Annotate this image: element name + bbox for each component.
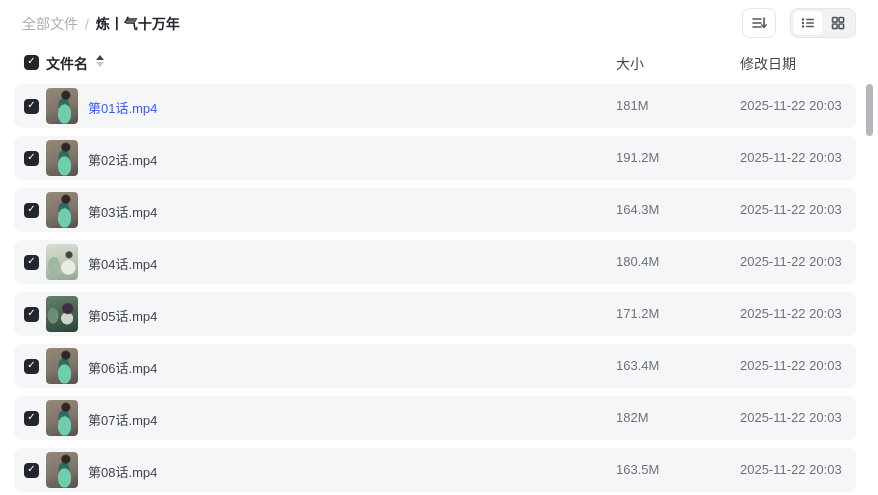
- file-modified-date: 2025-11-22 20:03: [740, 254, 842, 269]
- video-thumbnail: [46, 140, 78, 176]
- video-thumbnail: [46, 452, 78, 488]
- video-thumbnail: [46, 296, 78, 332]
- view-toolbar: [742, 8, 856, 38]
- file-size: 171.2M: [616, 306, 660, 321]
- file-modified-date: 2025-11-22 20:03: [740, 306, 842, 321]
- file-modified-date: 2025-11-22 20:03: [740, 410, 842, 425]
- scrollbar-thumb[interactable]: [866, 84, 873, 136]
- row-checkbox[interactable]: [24, 462, 39, 478]
- grid-view-button[interactable]: [823, 11, 853, 35]
- filename-sort-toggle[interactable]: [96, 55, 104, 67]
- file-row[interactable]: 第07话.mp4 182M 2025-11-22 20:03: [14, 396, 856, 440]
- sort-descending-caret-icon: [96, 62, 104, 67]
- file-size: 180.4M: [616, 254, 660, 269]
- sort-ascending-icon: [96, 55, 104, 60]
- column-header-modified: 修改日期: [740, 56, 796, 72]
- file-row[interactable]: 第05话.mp4 171.2M 2025-11-22 20:03: [14, 292, 856, 336]
- file-modified-date: 2025-11-22 20:03: [740, 202, 842, 217]
- select-all-checkbox[interactable]: [24, 54, 39, 70]
- file-name-link[interactable]: 第07话.mp4: [88, 413, 158, 428]
- file-row[interactable]: 第01话.mp4 181M 2025-11-22 20:03: [14, 84, 856, 128]
- file-row[interactable]: 第06话.mp4 163.4M 2025-11-22 20:03: [14, 344, 856, 388]
- video-thumbnail: [46, 88, 78, 124]
- file-size: 191.2M: [616, 150, 660, 165]
- sort-button[interactable]: [742, 8, 776, 38]
- file-size: 163.5M: [616, 462, 660, 477]
- file-modified-date: 2025-11-22 20:03: [740, 462, 842, 477]
- breadcrumb-separator: /: [85, 16, 89, 32]
- row-checkbox[interactable]: [24, 254, 39, 270]
- file-size: 182M: [616, 410, 649, 425]
- file-modified-date: 2025-11-22 20:03: [740, 150, 842, 165]
- file-row[interactable]: 第03话.mp4 164.3M 2025-11-22 20:03: [14, 188, 856, 232]
- file-row[interactable]: 第04话.mp4 180.4M 2025-11-22 20:03: [14, 240, 856, 284]
- file-modified-date: 2025-11-22 20:03: [740, 358, 842, 373]
- file-size: 163.4M: [616, 358, 660, 373]
- grid-view-icon: [831, 16, 845, 30]
- file-name-link[interactable]: 第01话.mp4: [88, 101, 158, 116]
- file-name-link[interactable]: 第04话.mp4: [88, 257, 158, 272]
- row-checkbox[interactable]: [24, 410, 39, 426]
- file-row[interactable]: 第02话.mp4 191.2M 2025-11-22 20:03: [14, 136, 856, 180]
- view-switcher: [790, 8, 856, 38]
- list-header: 文件名 大小 修改日期: [14, 50, 856, 78]
- breadcrumb-root-link[interactable]: 全部文件: [22, 16, 78, 32]
- top-bar: 全部文件 / 炼丨气十万年: [0, 0, 878, 48]
- row-checkbox[interactable]: [24, 150, 39, 166]
- column-header-size: 大小: [616, 56, 644, 72]
- video-thumbnail: [46, 192, 78, 228]
- video-thumbnail: [46, 244, 78, 280]
- file-size: 181M: [616, 98, 649, 113]
- list-view-icon: [801, 18, 814, 28]
- column-header-filename[interactable]: 文件名: [46, 56, 88, 72]
- file-size: 164.3M: [616, 202, 660, 217]
- file-list: 第01话.mp4 181M 2025-11-22 20:03 第02话.mp4 …: [14, 84, 856, 495]
- file-modified-date: 2025-11-22 20:03: [740, 98, 842, 113]
- breadcrumb: 全部文件 / 炼丨气十万年: [22, 14, 180, 34]
- file-name-link[interactable]: 第03话.mp4: [88, 205, 158, 220]
- list-view-button[interactable]: [793, 11, 823, 35]
- file-row[interactable]: 第08话.mp4 163.5M 2025-11-22 20:03: [14, 448, 856, 492]
- breadcrumb-current-folder: 炼丨气十万年: [95, 16, 180, 32]
- video-thumbnail: [46, 400, 78, 436]
- row-checkbox[interactable]: [24, 306, 39, 322]
- row-checkbox[interactable]: [24, 358, 39, 374]
- sort-descending-icon: [752, 17, 767, 29]
- file-name-link[interactable]: 第06话.mp4: [88, 361, 158, 376]
- video-thumbnail: [46, 348, 78, 384]
- row-checkbox[interactable]: [24, 202, 39, 218]
- file-name-link[interactable]: 第05话.mp4: [88, 309, 158, 324]
- file-name-link[interactable]: 第02话.mp4: [88, 153, 158, 168]
- file-name-link[interactable]: 第08话.mp4: [88, 465, 158, 480]
- row-checkbox[interactable]: [24, 98, 39, 114]
